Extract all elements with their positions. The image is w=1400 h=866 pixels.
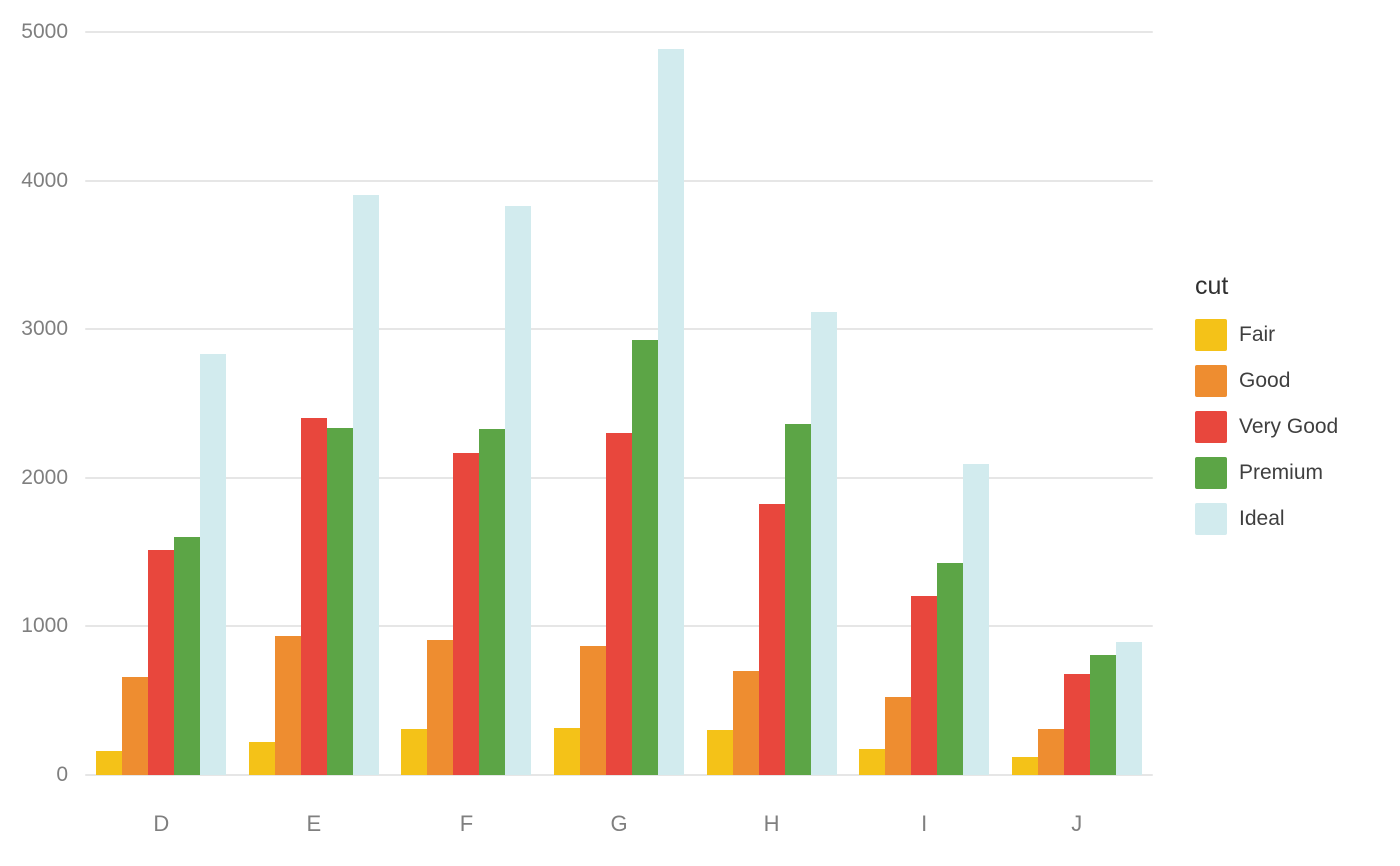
- legend-label-very-good: Very Good: [1239, 415, 1339, 438]
- gridline: [85, 31, 1153, 33]
- bar-f-fair: [401, 728, 428, 775]
- x-axis-label-g: G: [610, 811, 628, 836]
- y-axis-tick-label: 3000: [21, 317, 68, 341]
- x-axis-label-e: E: [306, 811, 322, 836]
- bar-e-ideal: [352, 195, 379, 775]
- bar-j-premium: [1089, 654, 1116, 775]
- bar-j-fair: [1011, 757, 1038, 775]
- bar-i-fair: [859, 748, 886, 775]
- bar-j-good: [1037, 729, 1064, 775]
- legend-swatch-good: [1195, 365, 1227, 397]
- bar-j-very-good: [1063, 674, 1090, 775]
- bar-g-very-good: [606, 433, 632, 775]
- bar-d-premium: [174, 536, 201, 775]
- legend: cut Fair Good Very Good Premium Ideal: [1195, 272, 1338, 549]
- bar-i-good: [885, 697, 912, 775]
- bar-f-premium: [479, 428, 506, 775]
- legend-swatch-very-good: [1195, 411, 1227, 443]
- bar-h-good: [732, 670, 759, 775]
- legend-swatch-premium: [1195, 457, 1227, 489]
- y-axis-tick-label: 1000: [21, 614, 68, 638]
- bar-e-premium: [326, 427, 353, 775]
- bar-h-premium: [784, 424, 811, 775]
- legend-swatch-ideal: [1195, 503, 1227, 535]
- x-axis-label-d: D: [153, 811, 170, 836]
- legend-item-ideal: Ideal: [1195, 503, 1338, 535]
- x-axis-label-f: F: [459, 811, 474, 836]
- bar-h-very-good: [758, 503, 785, 775]
- bar-h-ideal: [810, 312, 837, 775]
- y-axis-tick-label: 4000: [21, 168, 68, 192]
- bar-g-good: [580, 645, 606, 775]
- bar-i-premium: [937, 562, 964, 775]
- bar-i-ideal: [963, 463, 990, 775]
- bar-g-premium: [632, 340, 658, 775]
- legend-item-good: Good: [1195, 365, 1338, 397]
- x-axis-label-j: J: [1071, 811, 1083, 836]
- bar-d-good: [122, 676, 149, 775]
- x-axis-label-i: I: [921, 811, 928, 836]
- bar-d-fair: [96, 750, 123, 775]
- bar-g-fair: [554, 728, 580, 775]
- y-axis-tick-label: 2000: [21, 465, 68, 489]
- legend-item-very-good: Very Good: [1195, 411, 1338, 443]
- legend-label-fair: Fair: [1239, 323, 1276, 346]
- bar-f-very-good: [453, 453, 480, 775]
- bar-i-very-good: [911, 596, 938, 775]
- gridline: [85, 179, 1153, 182]
- legend-label-premium: Premium: [1239, 461, 1324, 484]
- legend-label-ideal: Ideal: [1239, 507, 1285, 530]
- legend-label-good: Good: [1239, 369, 1291, 392]
- legend-item-premium: Premium: [1195, 457, 1338, 489]
- bar-d-ideal: [200, 353, 227, 775]
- legend-title: cut: [1195, 272, 1229, 300]
- y-axis-tick-label: 0: [56, 763, 68, 786]
- x-axis-label-h: H: [763, 811, 780, 836]
- bar-g-ideal: [658, 49, 684, 775]
- legend-items: Fair Good Very Good Premium Ideal: [1195, 319, 1338, 535]
- bar-d-very-good: [148, 550, 175, 775]
- bar-e-fair: [248, 741, 275, 775]
- y-axis-tick-label: 5000: [21, 20, 68, 43]
- bar-f-ideal: [505, 206, 532, 775]
- bar-h-fair: [706, 729, 733, 775]
- legend-swatch-fair: [1195, 319, 1227, 351]
- legend-item-fair: Fair: [1195, 319, 1338, 351]
- bar-f-good: [427, 639, 454, 775]
- bar-e-good: [274, 636, 301, 775]
- gridline: [85, 774, 1153, 776]
- gridline: [85, 328, 1153, 331]
- bar-j-ideal: [1115, 641, 1142, 775]
- bar-e-very-good: [300, 418, 327, 775]
